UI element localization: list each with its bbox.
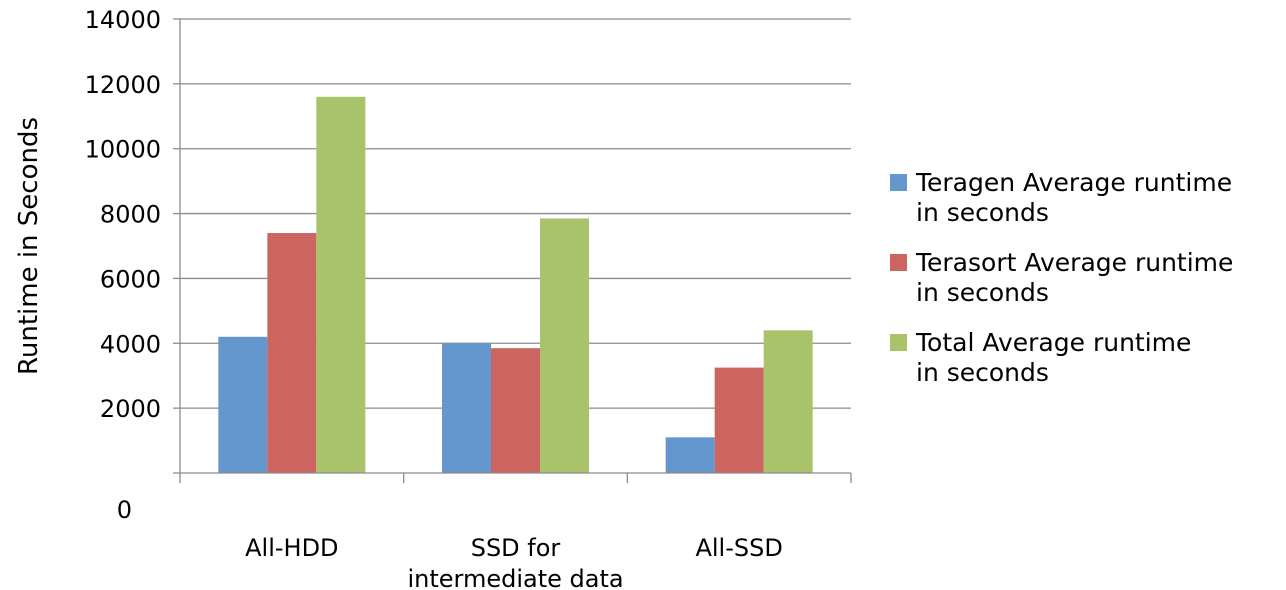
y-axis-title: Runtime in Seconds <box>14 117 44 375</box>
x-category-label: intermediate data <box>407 565 623 590</box>
bar <box>316 96 366 473</box>
legend-swatch <box>890 174 907 191</box>
legend-swatch <box>890 334 907 351</box>
bar <box>540 218 589 473</box>
x-axis-category-labels: All-HDD SSD for intermediate data All-SSD <box>245 534 783 590</box>
y-axis-tick-labels: 0 2000 4000 6000 8000 10000 12000 14000 <box>85 6 161 524</box>
bar <box>714 367 764 473</box>
bar <box>491 348 540 473</box>
y-tick-label: 12000 <box>85 71 161 99</box>
bar <box>763 330 813 473</box>
bar <box>665 437 715 473</box>
bar <box>218 336 268 473</box>
x-category-label: SSD for <box>471 534 561 562</box>
legend-label: Total Average runtime <box>915 328 1191 357</box>
y-tick-label: 6000 <box>100 265 161 293</box>
y-tick-label: 8000 <box>100 201 161 229</box>
legend-label: Terasort Average runtime <box>915 248 1233 277</box>
y-tick-label: 2000 <box>100 395 161 423</box>
axes <box>179 19 852 483</box>
legend-label: in seconds <box>916 358 1049 387</box>
bar <box>442 343 491 473</box>
bars <box>218 96 813 473</box>
x-category-label: All-HDD <box>245 534 338 562</box>
legend-label: in seconds <box>916 278 1049 307</box>
y-tick-label: 10000 <box>85 136 161 164</box>
bar <box>267 233 317 473</box>
legend-label: Teragen Average runtime <box>915 168 1232 197</box>
legend-swatch <box>890 254 907 271</box>
legend-label: in seconds <box>916 198 1049 227</box>
x-category-label: All-SSD <box>695 534 782 562</box>
y-tick-label: 14000 <box>85 6 161 34</box>
y-tick-label: 4000 <box>100 330 161 358</box>
y-tick-label: 0 <box>117 496 132 524</box>
